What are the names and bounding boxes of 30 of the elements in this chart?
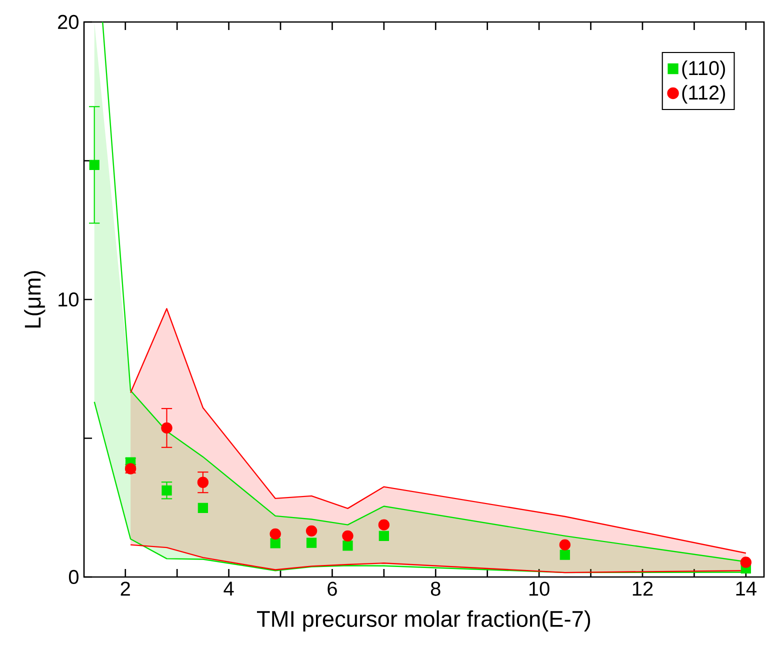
point [342,530,354,542]
point [559,539,571,550]
point [560,550,570,560]
point [378,530,389,541]
legend-label: (110) [682,60,725,80]
x-tick-label: 12 [632,582,653,596]
legend-label: (112) [682,84,725,104]
point [270,538,280,548]
point [378,519,390,530]
x-tick-label: 4 [224,582,234,596]
point [198,502,208,513]
point [740,556,752,568]
point [342,540,353,551]
y-tick-label: 20 [58,14,78,30]
point [270,528,281,540]
x-axis-title: TMI precursor molar fraction(E-7) [256,610,590,632]
point [197,476,209,488]
x-tick-label: 10 [529,582,550,596]
point [161,422,172,434]
y-tick-label: 10 [58,292,78,307]
x-tick-label: 14 [736,582,756,596]
point [306,538,317,548]
x-tick-label: 2 [120,582,130,596]
x-tick-label: 8 [430,582,440,596]
point [162,485,172,496]
point [306,525,318,537]
x-tick-label: 6 [328,582,337,596]
y-tick-label: 0 [68,570,78,584]
point [89,160,100,170]
y-axis-title: L(μm) [24,271,46,328]
